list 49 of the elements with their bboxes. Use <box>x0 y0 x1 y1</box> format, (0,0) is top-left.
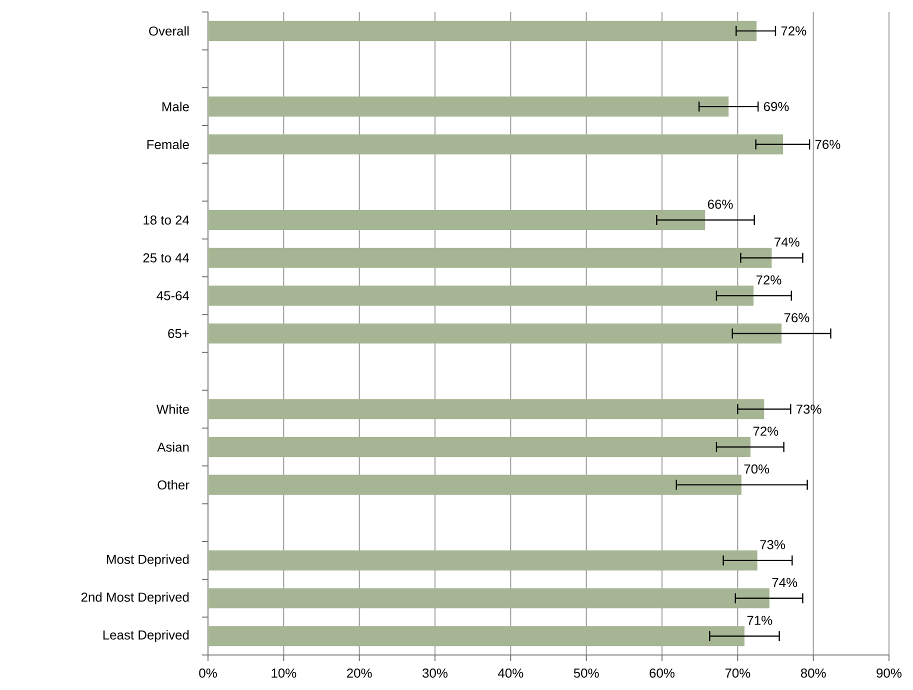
bar <box>208 626 744 646</box>
data-label: 73% <box>760 540 785 550</box>
data-label: 72% <box>756 275 782 284</box>
y-tick-label: Male <box>162 102 189 112</box>
x-tick-label: 90% <box>876 668 902 678</box>
y-tick-label: White <box>156 404 189 414</box>
bar <box>208 550 758 570</box>
bar <box>208 20 757 41</box>
bar <box>208 286 754 306</box>
data-label: 72% <box>781 26 806 36</box>
x-tick-label: 50% <box>574 668 599 678</box>
x-tick-label: 10% <box>272 668 296 678</box>
x-tick-label: 80% <box>800 668 826 678</box>
data-label: 72% <box>753 426 778 436</box>
y-tick-label: 45-64 <box>156 291 190 300</box>
y-tick-label: Most Deprived <box>107 554 189 566</box>
data-label: 74% <box>774 238 800 247</box>
bar <box>208 210 706 230</box>
y-tick-label: Asian <box>157 442 189 452</box>
data-label: 76% <box>784 313 810 322</box>
bar <box>208 323 782 344</box>
y-tick-label: 65+ <box>168 328 189 338</box>
y-tick-label: Least Deprived <box>103 630 189 642</box>
data-label: 69% <box>764 102 789 112</box>
x-tick-label: 30% <box>422 668 448 678</box>
x-tick-label: 60% <box>650 668 674 678</box>
data-label: 74% <box>772 578 798 588</box>
data-label: 76% <box>815 140 840 149</box>
y-tick-label: Female <box>147 140 189 150</box>
data-label: 66% <box>708 200 733 209</box>
data-label: 70% <box>744 464 770 474</box>
x-tick-label: 70% <box>725 668 750 678</box>
bar <box>208 134 784 154</box>
y-tick-label: 2nd Most Deprived <box>81 592 189 604</box>
bar <box>208 588 770 608</box>
bar <box>208 248 772 268</box>
x-tick-label: 40% <box>498 668 524 678</box>
y-tick-label: 18 to 24 <box>144 215 190 225</box>
bar <box>208 96 729 117</box>
x-tick-label: 0% <box>199 668 217 678</box>
bar <box>208 436 751 457</box>
y-tick-label: Other <box>158 480 190 490</box>
bar <box>208 474 742 495</box>
x-tick-label: 20% <box>347 668 372 678</box>
data-label: 73% <box>796 404 822 414</box>
bar <box>208 399 764 420</box>
y-tick-label: Overall <box>149 26 189 36</box>
data-label: 71% <box>747 616 772 625</box>
y-tick-label: 25 to 44 <box>143 253 190 262</box>
